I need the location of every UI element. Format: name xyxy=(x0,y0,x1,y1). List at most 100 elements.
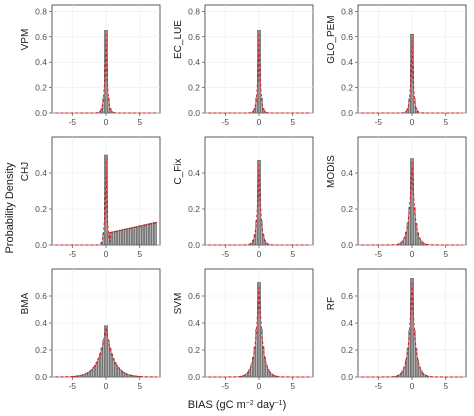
panel-ec-lue: 0.0 0.2 0.4 0.6 0.8 -5 0 5 EC_LUE xyxy=(173,4,314,127)
y-tick-label: 0.0 xyxy=(188,372,200,382)
histogram-bar xyxy=(129,227,132,246)
x-tick-label: 5 xyxy=(443,381,448,391)
histogram-bar xyxy=(112,358,115,378)
histogram-bar xyxy=(109,347,112,378)
y-tick-label: 0.4 xyxy=(188,168,200,178)
histogram-bar xyxy=(136,226,139,246)
histogram-bar xyxy=(88,370,92,378)
histogram-bar xyxy=(110,353,113,378)
histogram-bar xyxy=(413,330,416,378)
x-tick-label: 5 xyxy=(137,381,142,391)
histogram-bar xyxy=(127,228,130,246)
y-tick-label: 0.8 xyxy=(35,6,47,16)
histogram-bar xyxy=(263,240,266,246)
y-tick-label: 0.6 xyxy=(341,291,353,301)
histogram-bar xyxy=(112,231,115,246)
histogram-bar xyxy=(149,223,152,246)
histogram-bar xyxy=(263,357,266,378)
x-tick-label: 0 xyxy=(410,249,415,259)
histogram-bar xyxy=(132,375,135,378)
histogram-bar xyxy=(105,325,108,378)
x-axis-title-mid: day xyxy=(254,399,275,411)
histogram-bar xyxy=(253,346,256,378)
panel-rf: 0.0 0.2 0.4 0.6 -5 0 5 RF xyxy=(326,268,467,391)
histogram-bar xyxy=(134,226,137,246)
histogram-bar xyxy=(83,373,86,378)
x-tick-label: 0 xyxy=(257,381,262,391)
histogram-bar xyxy=(105,30,108,114)
histogram-bar xyxy=(151,222,154,246)
x-tick-label: 5 xyxy=(137,249,142,259)
histogram-bar xyxy=(119,229,122,246)
x-tick-label: -5 xyxy=(221,249,229,259)
y-tick-label: 0.4 xyxy=(188,318,200,328)
x-tick-label: -5 xyxy=(374,249,382,259)
histogram-bar xyxy=(423,374,426,378)
histogram-bar xyxy=(114,231,117,246)
x-axis-title: BIAS (gC m−2 day−1) xyxy=(188,399,287,411)
y-tick-label: 0.4 xyxy=(188,57,200,67)
panel-svm: 0.0 0.2 0.4 0.6 -5 0 5 SVM xyxy=(173,268,314,391)
x-tick-label: -5 xyxy=(221,381,229,391)
histogram-bar xyxy=(127,374,130,378)
panel-label: CHJ xyxy=(20,162,31,181)
panel-label: MODIS xyxy=(326,155,337,188)
y-tick-label: 0.0 xyxy=(341,240,353,250)
y-tick-label: 0.4 xyxy=(35,318,47,328)
x-tick-label: 0 xyxy=(104,249,109,259)
panel-label: BMA xyxy=(20,292,31,314)
y-tick-label: 0.2 xyxy=(341,83,353,93)
density-curve xyxy=(208,285,310,378)
x-axis-title-prefix: BIAS (gC m xyxy=(188,399,246,411)
y-tick-label: 0.6 xyxy=(341,32,353,42)
histogram-bar xyxy=(257,160,260,246)
y-tick-label: 0.6 xyxy=(188,291,200,301)
histogram-bar xyxy=(399,242,403,246)
histogram-bar xyxy=(139,225,142,246)
panel-label: VPM xyxy=(20,29,31,51)
x-tick-label: 5 xyxy=(290,381,295,391)
histogram-bar xyxy=(255,329,258,378)
y-tick-label: 0.4 xyxy=(35,168,47,178)
panel-glo-pem: 0.0 0.2 0.4 0.6 0.8 -5 0 5 GLO_PEM xyxy=(326,4,467,127)
panel-label: RF xyxy=(326,297,337,310)
y-axis-title: Probability Density xyxy=(4,162,16,254)
panel-bma: 0.0 0.2 0.4 0.6 -5 0 5 BMA xyxy=(20,268,161,391)
y-tick-label: 0.6 xyxy=(35,291,47,301)
histogram-bar xyxy=(109,232,112,246)
histogram-bar xyxy=(115,230,119,246)
x-tick-label: -5 xyxy=(68,249,76,259)
histogram-bar xyxy=(132,226,135,246)
x-tick-label: -5 xyxy=(68,117,76,127)
x-tick-label: 5 xyxy=(443,249,448,259)
histogram-bar xyxy=(110,231,113,246)
histogram-bar xyxy=(124,228,127,246)
histogram-bar xyxy=(252,357,255,378)
histogram-bar xyxy=(122,229,125,246)
panel-label: C_Fix xyxy=(173,158,184,184)
y-tick-label: 0.6 xyxy=(35,32,47,42)
y-tick-label: 0.2 xyxy=(188,345,200,355)
panel-vpm: 0.0 0.2 0.4 0.6 0.8 -5 0 5 VPM xyxy=(20,4,161,127)
y-tick-label: 0.4 xyxy=(341,57,353,67)
histogram-bar xyxy=(258,30,261,114)
x-tick-label: 0 xyxy=(104,117,109,127)
y-tick-label: 0.6 xyxy=(188,32,200,42)
histogram-bar xyxy=(263,111,266,114)
histogram-bar xyxy=(141,224,144,246)
y-tick-label: 0.0 xyxy=(341,372,353,382)
y-tick-label: 0.0 xyxy=(35,240,47,250)
histogram-bar xyxy=(137,376,140,378)
y-tick-label: 0.2 xyxy=(341,204,353,214)
x-tick-label: -5 xyxy=(374,117,382,127)
histogram-bar xyxy=(142,224,146,246)
y-tick-label: 0.0 xyxy=(35,372,47,382)
histogram-bar xyxy=(122,372,125,378)
x-tick-label: 5 xyxy=(137,117,142,127)
x-tick-label: -5 xyxy=(374,381,382,391)
y-tick-label: 0.4 xyxy=(341,168,353,178)
histogram-bar xyxy=(426,375,430,378)
y-tick-label: 0.4 xyxy=(35,57,47,67)
histogram-bar xyxy=(99,111,102,114)
